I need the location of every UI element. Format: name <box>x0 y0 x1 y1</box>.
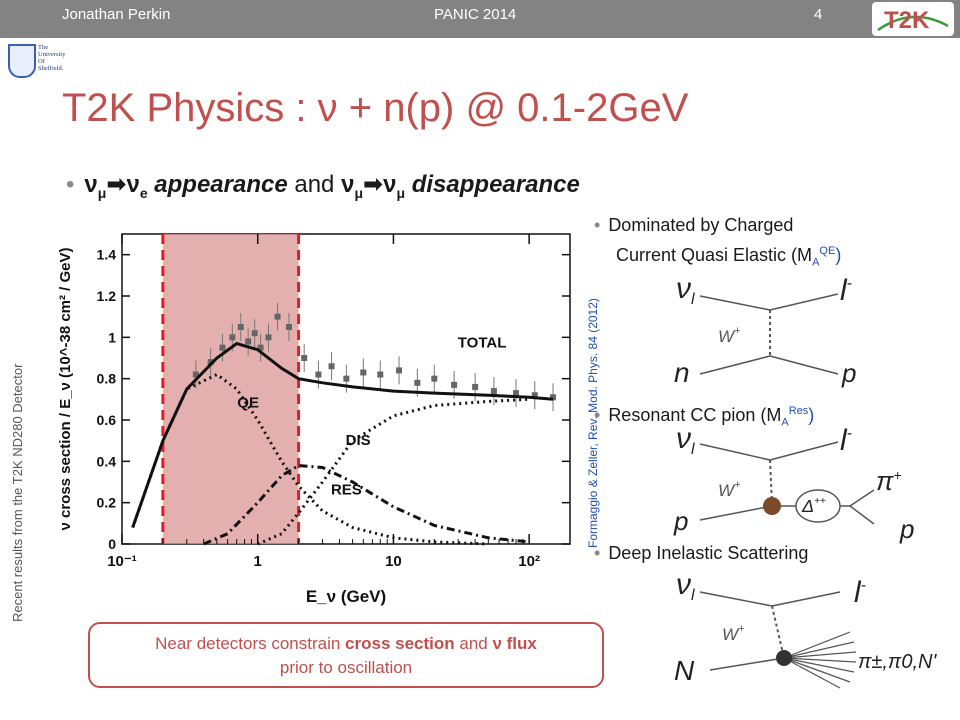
bullet-oscillation: • νμ➡νe appearance and νμ➡νμ disappearanc… <box>66 171 580 201</box>
series-res <box>203 463 530 546</box>
x-tick-label: 10² <box>518 553 540 570</box>
y-tick-label: 0.2 <box>97 495 117 511</box>
bullet-dot: • <box>594 405 601 425</box>
data-point <box>531 392 538 399</box>
y-tick-label: 0.6 <box>97 412 117 428</box>
annotation-total: TOTAL <box>458 335 507 352</box>
final-nucleon-label: p <box>841 358 856 388</box>
header-bar: Jonathan Perkin PANIC 2014 4 <box>0 0 960 38</box>
nu-label: νl <box>676 422 695 458</box>
final-state-label: π±,π0,N' <box>858 651 937 673</box>
vertex-dot <box>763 497 781 515</box>
data-point <box>343 375 350 382</box>
y-axis-label: ν cross section / E_ν (10^-38 cm² / GeV) <box>57 247 74 530</box>
data-point <box>285 324 292 330</box>
shaded-energy-region <box>162 234 299 544</box>
t2k-logo-text: T2K <box>884 7 930 34</box>
slide-title: T2K Physics : ν + n(p) @ 0.1-2GeV <box>62 86 689 130</box>
series-total <box>131 341 554 528</box>
x-tick-label: 10 <box>385 553 402 570</box>
data-point <box>192 371 199 378</box>
lepton-label: l- <box>840 274 852 307</box>
initial-nucleon-label: n <box>674 357 690 388</box>
data-point <box>237 324 244 330</box>
annotation-qe: QE <box>237 395 259 412</box>
qe-feynman-diagram: νl l- W+ n p <box>674 272 856 388</box>
y-tick-label: 0.4 <box>97 453 117 469</box>
crest-icon <box>8 44 36 78</box>
data-point <box>251 330 258 337</box>
bullet-res: • Resonant CC pion (MARes) <box>594 405 815 429</box>
callout-box: Near detectors constrain cross section a… <box>88 622 604 688</box>
data-point <box>490 388 497 395</box>
bullet-dot: • <box>594 543 601 563</box>
data-point <box>360 369 367 376</box>
slide-number: 4 <box>814 6 823 23</box>
res-feynman-diagram: νl l- W+ Δ++ π+ p p <box>673 422 914 544</box>
side-note: Recent results from the T2K ND280 Detect… <box>10 363 25 622</box>
w-boson-label: W+ <box>718 479 741 500</box>
pion-label: π+ <box>876 466 902 496</box>
delta-label: Δ++ <box>801 496 826 516</box>
w-boson-label: W+ <box>718 325 741 346</box>
data-point <box>396 367 403 374</box>
data-point <box>274 313 281 320</box>
conference-name: PANIC 2014 <box>434 6 517 23</box>
data-point <box>315 371 322 378</box>
data-point <box>512 390 519 397</box>
x-tick-label: 10⁻¹ <box>107 553 137 570</box>
nu-label: νl <box>676 570 695 604</box>
data-point <box>550 394 557 401</box>
bullet-dot: • <box>594 215 601 235</box>
data-point <box>207 359 214 366</box>
data-point <box>451 381 458 388</box>
presenter-name: Jonathan Perkin <box>62 6 171 23</box>
w-boson-label: W+ <box>722 623 745 644</box>
x-tick-label: 1 <box>254 553 262 570</box>
data-point <box>328 363 335 370</box>
data-point <box>229 334 236 341</box>
hadron-shower <box>783 631 857 689</box>
cross-section-chart: 0 0.2 0.4 0.6 0.8 1 1.2 1.4 10⁻¹ 1 10 10² E_ν (GeV)… <box>57 233 571 606</box>
delta-resonance <box>795 489 841 523</box>
t2k-logo-graphic: T2K <box>877 7 949 34</box>
nu-label: νl <box>676 272 695 308</box>
data-point <box>219 344 226 351</box>
data-point <box>245 338 252 345</box>
y-tick-label: 1.2 <box>97 288 117 304</box>
y-tick-label: 0.8 <box>97 371 117 387</box>
university-name: The University Of Sheffield. <box>38 44 66 72</box>
final-nucleon-label: p <box>899 514 914 544</box>
t2k-logo: T2K <box>872 2 954 36</box>
dis-feynman-diagram: νl l- W+ N π±,π0,N' <box>674 570 937 689</box>
initial-nucleon-label: N <box>674 655 695 686</box>
bullet-dis: • Deep Inelastic Scattering <box>594 543 809 563</box>
annotation-res: RES <box>331 481 362 498</box>
bullet-dot: • <box>66 171 75 198</box>
data-point <box>265 334 272 341</box>
university-logo: The University Of Sheffield. <box>8 44 78 78</box>
annotation-dis: DIS <box>346 432 371 449</box>
data-point <box>377 371 384 378</box>
y-tick-label: 1 <box>108 329 116 345</box>
bullet-qe: • Dominated by Charged Current Quasi Elas… <box>594 215 842 269</box>
data-point <box>257 344 264 351</box>
data-point <box>301 355 308 361</box>
vertex-dot <box>776 650 792 666</box>
initial-nucleon-label: p <box>673 506 688 536</box>
data-point <box>414 379 421 386</box>
x-axis-label: E_ν (GeV) <box>306 587 386 606</box>
y-tick-label: 1.4 <box>97 247 117 263</box>
data-point <box>431 375 438 382</box>
lepton-label: l- <box>854 576 866 609</box>
y-tick-label: 0 <box>108 536 116 552</box>
lepton-label: l- <box>840 424 852 457</box>
data-point <box>472 383 479 390</box>
